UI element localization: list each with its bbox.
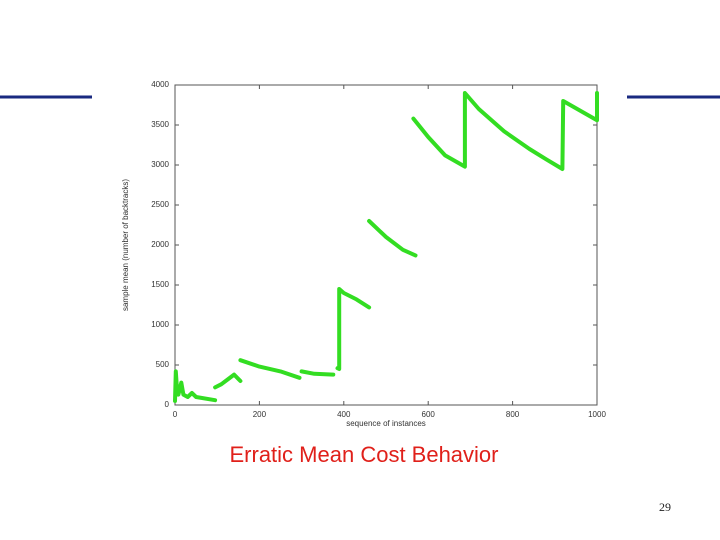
- y-tick-label: 1500: [151, 280, 169, 289]
- plot-frame: [174, 84, 598, 406]
- page-number: 29: [659, 500, 671, 514]
- x-tick-label: 1000: [588, 410, 606, 419]
- chart-title: Erratic Mean Cost Behavior: [230, 442, 499, 467]
- x-tick-label: 0: [173, 410, 178, 419]
- y-axis-label: sample mean (number of backtracks): [121, 179, 130, 311]
- x-axis-label: sequence of instances: [346, 419, 426, 428]
- y-tick-label: 0: [165, 400, 170, 409]
- y-tick-label: 3500: [151, 120, 169, 129]
- y-tick-label: 1000: [151, 320, 169, 329]
- y-tick-label: 2000: [151, 240, 169, 249]
- x-tick-label: 800: [506, 410, 520, 419]
- x-tick-label: 200: [253, 410, 267, 419]
- y-tick-label: 2500: [151, 200, 169, 209]
- data-line: [173, 91, 599, 403]
- y-tick-label: 4000: [151, 80, 169, 89]
- y-tick-label: 3000: [151, 160, 169, 169]
- y-tick-label: 500: [156, 360, 170, 369]
- x-tick-label: 400: [337, 410, 351, 419]
- x-tick-label: 600: [422, 410, 436, 419]
